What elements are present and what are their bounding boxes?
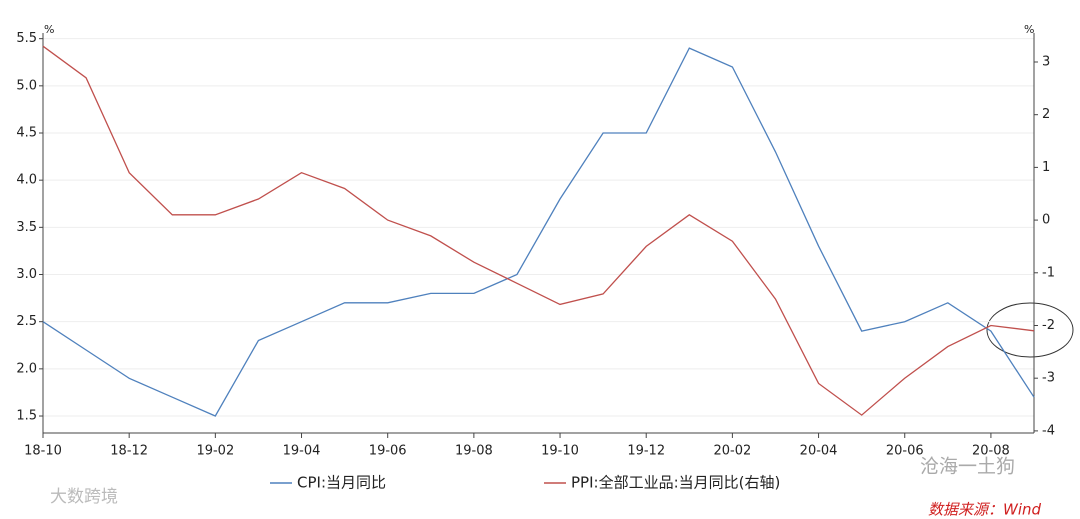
x-tick-label: 19-08 <box>455 444 493 459</box>
x-tick-label: 18-10 <box>24 444 62 459</box>
y-tick-label: 3.0 <box>16 267 37 282</box>
data-line <box>42 45 1035 416</box>
y-tick-label: 1.5 <box>16 409 37 424</box>
legend-label: CPI:当月同比 <box>297 474 386 492</box>
y2-tick-label: 3 <box>1042 54 1050 69</box>
data-line <box>42 47 1035 417</box>
y-tick-label: 5.5 <box>16 31 37 46</box>
highlight-ellipse <box>986 302 1074 358</box>
y2-tick-label: -2 <box>1042 318 1055 333</box>
x-tick-label: 18-12 <box>110 444 148 459</box>
x-tick-label: 20-04 <box>800 444 838 459</box>
x-tick-label: 19-12 <box>627 444 665 459</box>
watermark: 沧海一土狗 <box>920 456 1015 478</box>
y2-tick-label: 2 <box>1042 107 1050 122</box>
y-unit: % <box>44 23 54 36</box>
y2-unit: % <box>1024 23 1034 36</box>
x-tick-label: 20-08 <box>972 444 1010 459</box>
x-tick-label: 19-10 <box>541 444 579 459</box>
y-tick-label: 3.5 <box>16 220 37 235</box>
y2-tick-label: 0 <box>1042 213 1050 228</box>
legend-label: PPI:全部工业品:当月同比(右轴) <box>571 474 780 492</box>
watermark: 大数跨境 <box>50 487 118 507</box>
y-tick-label: 4.5 <box>16 126 37 141</box>
y2-tick-label: -3 <box>1042 371 1055 386</box>
y-tick-label: 5.0 <box>16 78 37 93</box>
y2-tick-label: -1 <box>1042 265 1055 280</box>
y2-tick-label: 1 <box>1042 160 1050 175</box>
x-tick-label: 19-04 <box>283 444 321 459</box>
y-tick-label: 2.0 <box>16 361 37 376</box>
source-note: 数据来源：Wind <box>928 501 1042 519</box>
y-tick-label: 4.0 <box>16 173 37 188</box>
x-tick-label: 19-02 <box>196 444 234 459</box>
y-tick-label: 2.5 <box>16 314 37 329</box>
x-tick-label: 19-06 <box>369 444 407 459</box>
x-tick-label: 20-02 <box>714 444 752 459</box>
y2-tick-label: -4 <box>1042 423 1055 438</box>
x-tick-label: 20-06 <box>886 444 924 459</box>
